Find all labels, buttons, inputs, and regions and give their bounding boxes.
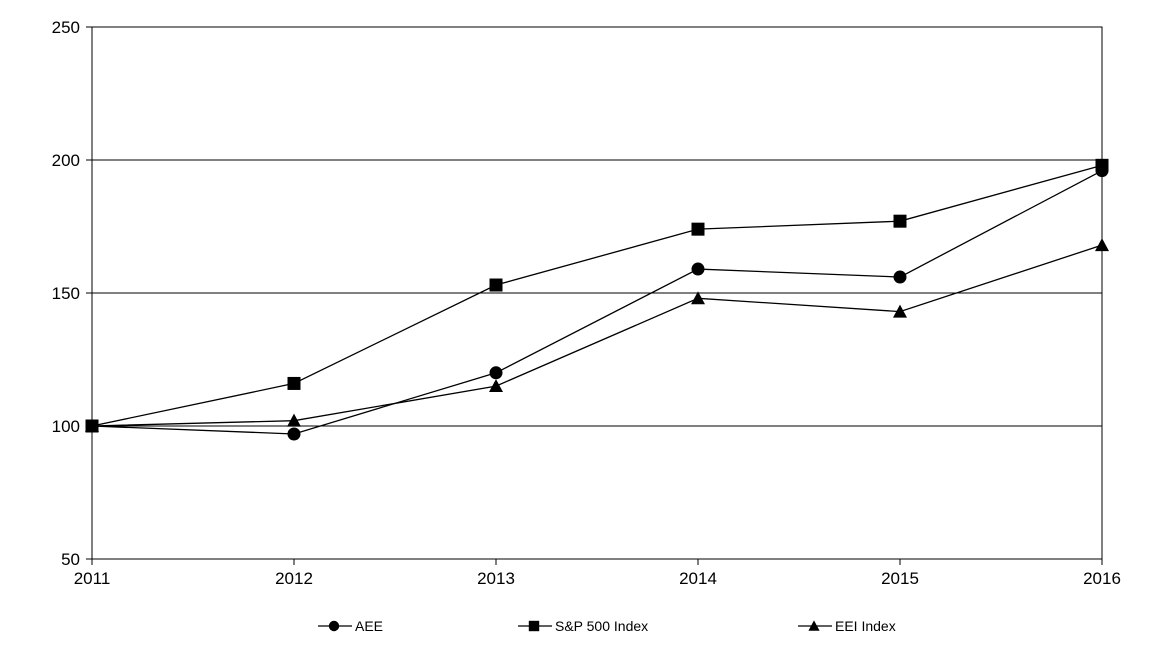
data-point <box>1095 158 1109 172</box>
series-line <box>91 170 1103 435</box>
x-tick-label: 2014 <box>679 569 717 588</box>
y-tick-label: 200 <box>52 151 80 170</box>
legend-item: AEE <box>318 618 383 634</box>
x-tick-label: 2012 <box>275 569 313 588</box>
data-point <box>691 222 705 236</box>
y-tick-label: 250 <box>52 18 80 37</box>
data-point <box>489 366 503 380</box>
data-point <box>287 413 301 427</box>
data-point <box>893 214 907 228</box>
y-tick-label: 100 <box>52 417 80 436</box>
y-axis: 50 100 150 200 250 <box>52 18 92 569</box>
legend: AEE S&P 500 Index EEI Index <box>318 618 896 634</box>
data-point <box>893 304 907 318</box>
legend-item: EEI Index <box>798 618 896 634</box>
gridlines <box>92 26 1102 560</box>
x-tick-label: 2016 <box>1083 569 1121 588</box>
data-point <box>489 379 503 393</box>
legend-label: AEE <box>355 618 383 634</box>
series-s-p-500-index <box>85 158 1109 433</box>
legend-marker <box>328 620 340 632</box>
x-tick-label: 2013 <box>477 569 515 588</box>
legend-marker <box>808 620 820 631</box>
data-point <box>691 291 705 305</box>
x-tick-label: 2015 <box>881 569 919 588</box>
data-point <box>489 278 503 292</box>
data-point <box>85 419 99 432</box>
data-point <box>287 427 301 441</box>
data-point <box>1095 238 1109 252</box>
series <box>85 158 1109 441</box>
legend-marker <box>528 620 540 632</box>
legend-label: S&P 500 Index <box>555 618 648 634</box>
data-point <box>691 262 705 276</box>
data-point <box>287 376 301 390</box>
data-point <box>893 270 907 284</box>
series-eei-index <box>85 238 1109 432</box>
y-tick-label: 50 <box>61 550 80 569</box>
series-line <box>91 244 1103 427</box>
series-line <box>91 164 1103 427</box>
y-tick-label: 150 <box>52 284 80 303</box>
x-tick-label: 2011 <box>74 569 111 588</box>
legend-item: S&P 500 Index <box>518 618 648 634</box>
legend-label: EEI Index <box>835 618 896 634</box>
x-axis: 2011 2012 2013 2014 2015 2016 <box>74 559 1121 588</box>
series-aee <box>85 164 1109 441</box>
